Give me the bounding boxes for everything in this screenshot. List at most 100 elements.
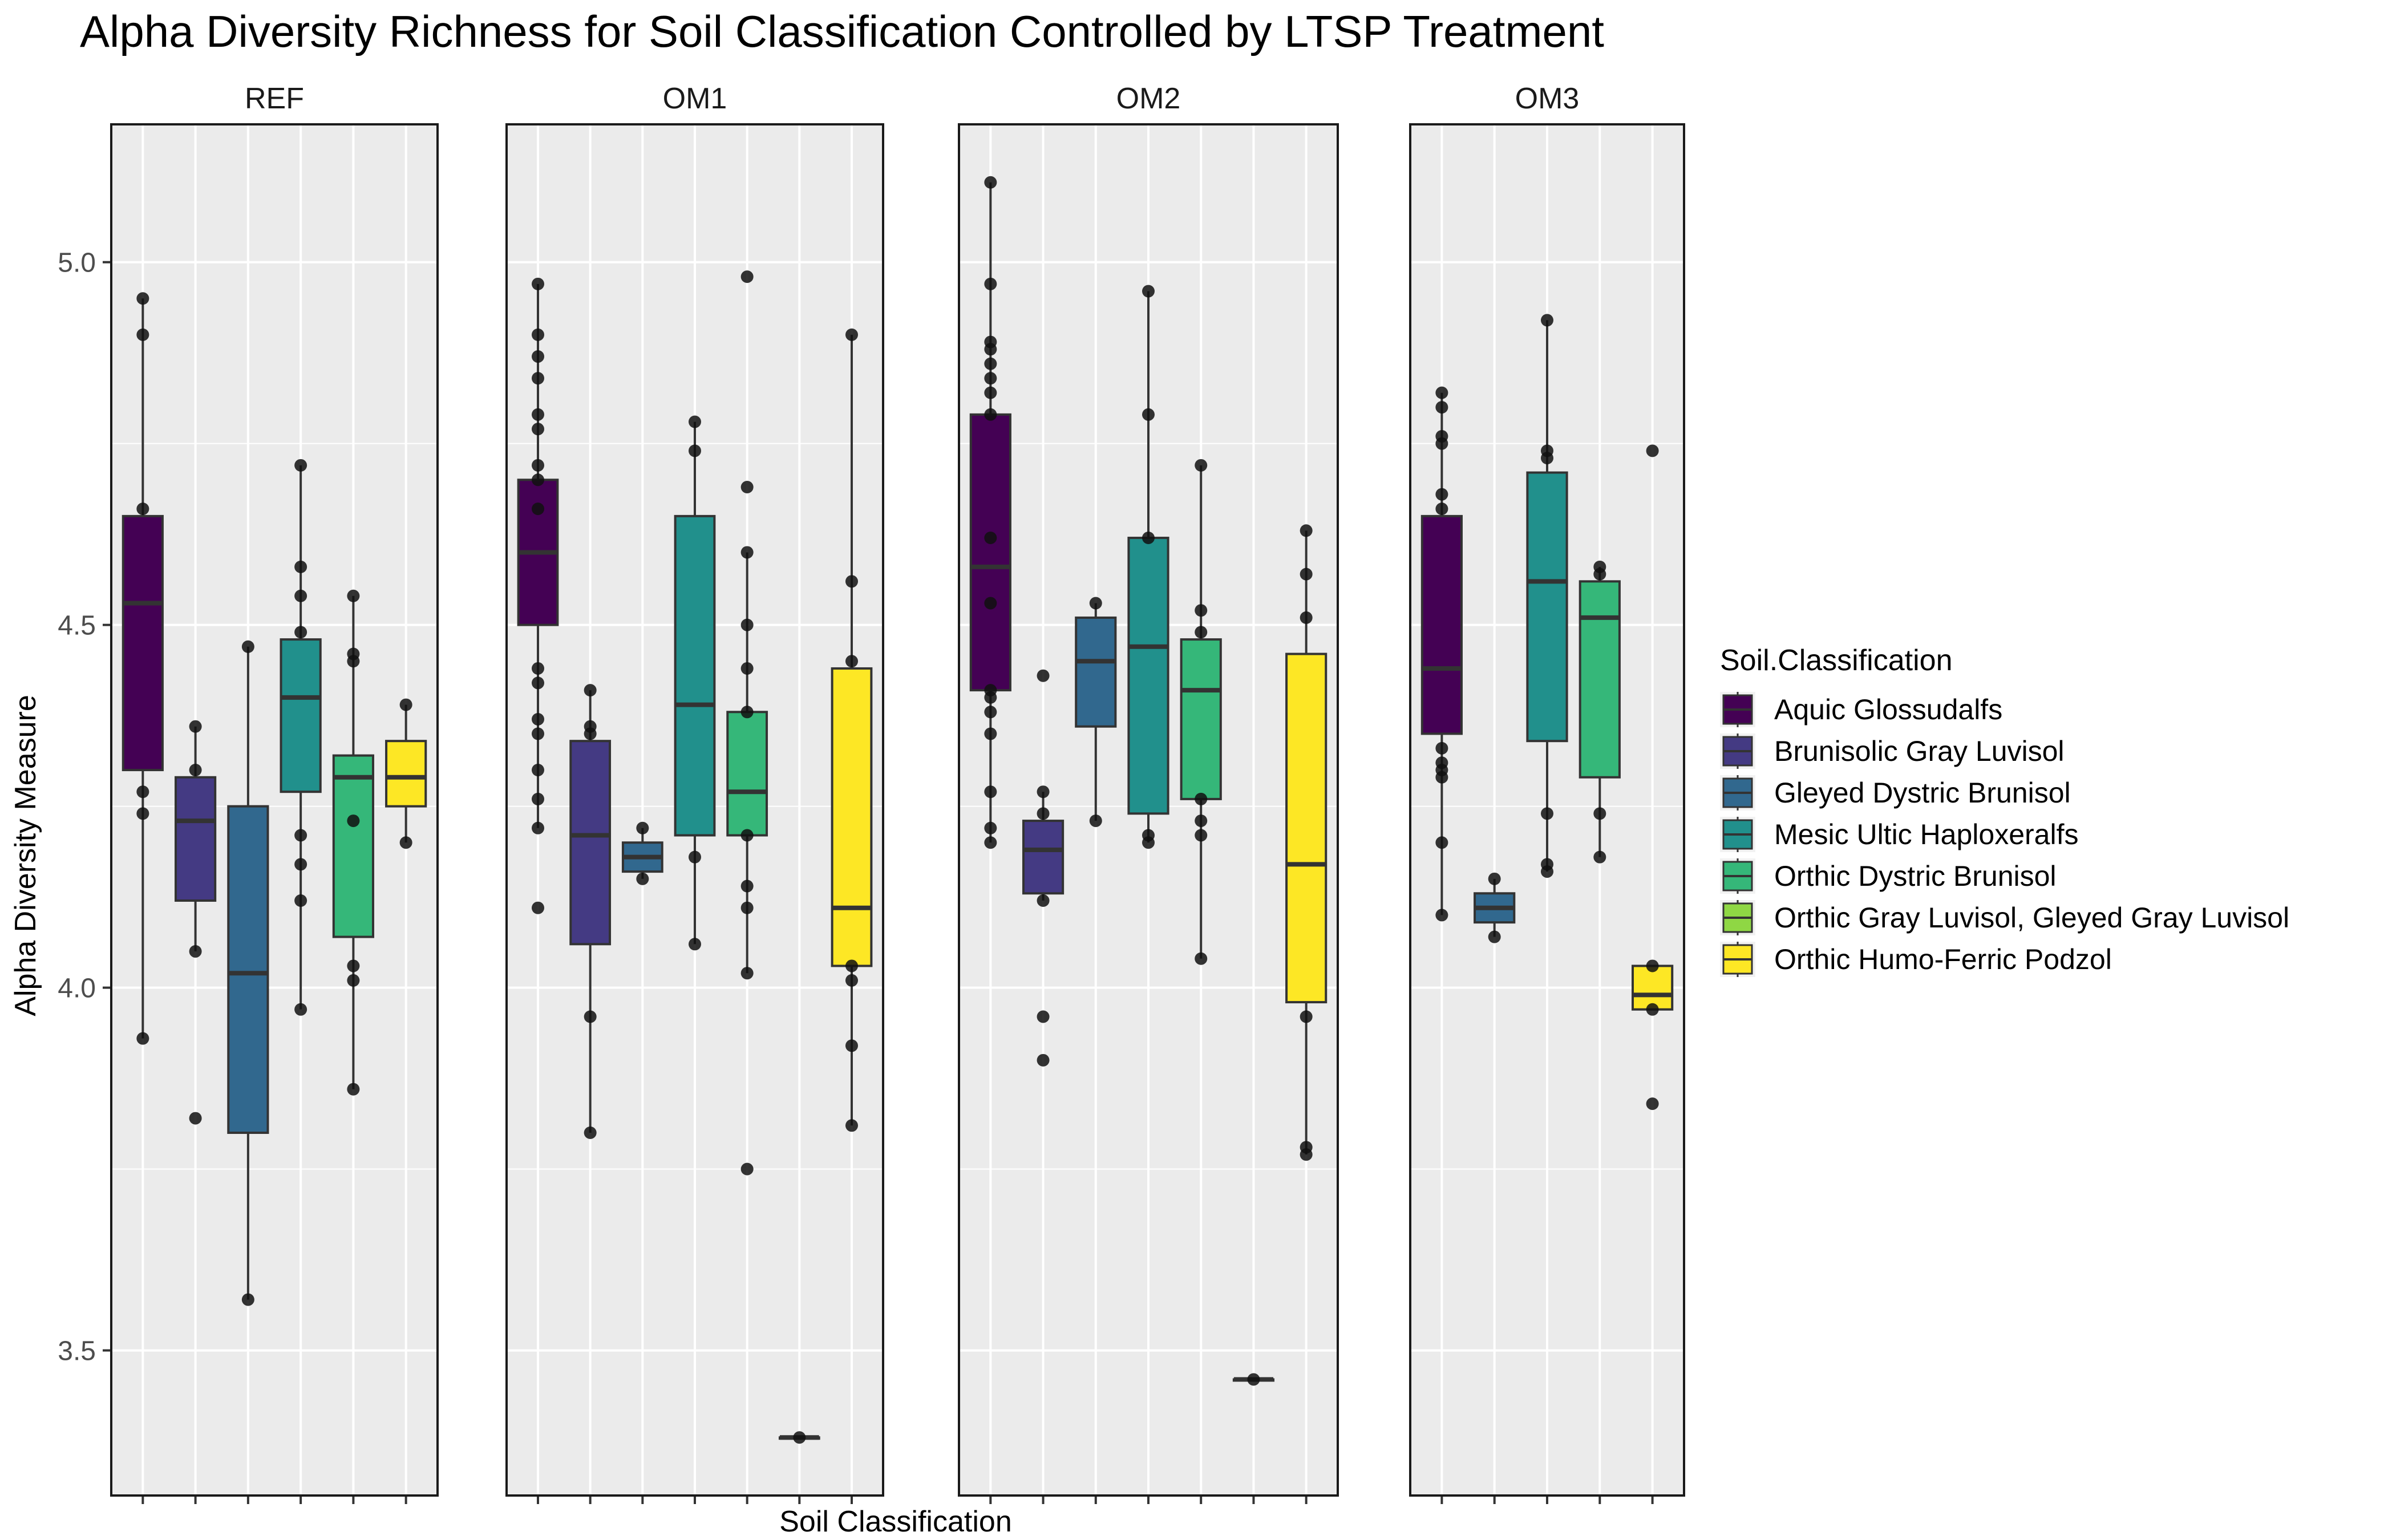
data-point [984, 343, 997, 356]
box-om2-2 [1022, 669, 1065, 1067]
box-body [1180, 638, 1222, 800]
data-point [1037, 807, 1050, 820]
data-point [189, 764, 202, 777]
data-point [532, 277, 544, 290]
facet-label: OM1 [663, 82, 727, 115]
data-point [984, 408, 997, 421]
box-body [175, 776, 217, 902]
data-point [740, 1162, 754, 1176]
legend-label: Brunisolic Gray Luvisol [1774, 735, 2065, 767]
data-point [1089, 597, 1102, 610]
facet-om1: OM1 [505, 82, 884, 1504]
data-point [294, 1003, 307, 1016]
data-point [984, 386, 997, 399]
data-point [1195, 604, 1208, 617]
data-point [1435, 771, 1448, 784]
data-point [1541, 807, 1553, 820]
data-point [189, 945, 202, 958]
data-point [636, 821, 649, 834]
data-point [532, 821, 544, 834]
data-point [984, 691, 997, 704]
data-point [1435, 437, 1448, 450]
data-point [845, 959, 858, 972]
data-point [532, 901, 544, 914]
box-om1-1 [517, 277, 559, 914]
data-point [1646, 444, 1659, 457]
data-point [1037, 785, 1050, 799]
data-point [1300, 611, 1313, 624]
data-point [845, 328, 858, 341]
box-ref-3 [227, 640, 269, 1306]
data-point [1593, 807, 1606, 820]
data-point [584, 727, 597, 740]
box-body [969, 413, 1011, 692]
data-point [1646, 959, 1659, 972]
data-point [689, 415, 701, 428]
data-point [532, 408, 544, 421]
data-point [532, 792, 544, 805]
data-point [984, 372, 997, 385]
box-body [1285, 653, 1327, 1004]
data-point [1435, 488, 1448, 501]
y-axis-title: Alpha Diversity Measure [9, 695, 42, 1016]
box-body [122, 514, 164, 772]
data-point [1195, 952, 1208, 965]
chart-title: Alpha Diversity Richness for Soil Classi… [80, 6, 1604, 56]
panel-background [111, 124, 438, 1496]
box-ref-1 [122, 292, 164, 1045]
data-point [189, 1112, 202, 1125]
box-om1-2 [569, 684, 612, 1140]
data-point [1435, 836, 1448, 849]
data-point [636, 872, 649, 885]
facet-om2: OM2 [958, 82, 1339, 1504]
data-point [1195, 792, 1208, 805]
box-body [831, 667, 873, 967]
y-tick-label: 5.0 [58, 248, 96, 278]
box-om3-1 [1420, 386, 1463, 922]
box-om3-5 [1632, 444, 1674, 1111]
data-point [1435, 401, 1448, 414]
data-point [1646, 1097, 1659, 1111]
data-point [532, 372, 544, 385]
box-om2-3 [1075, 597, 1117, 828]
data-point [1435, 386, 1448, 399]
data-point [294, 894, 307, 907]
box-om2-1 [969, 176, 1011, 849]
data-point [845, 1119, 858, 1132]
data-point [532, 662, 544, 675]
data-point [740, 480, 754, 493]
data-point [740, 662, 754, 675]
box-body [280, 638, 322, 793]
data-point [136, 1032, 149, 1045]
data-point [1037, 894, 1050, 907]
box-body [1579, 580, 1621, 779]
box-body [1632, 964, 1674, 1011]
data-point [584, 1126, 597, 1140]
data-point [347, 1083, 360, 1096]
legend-label: Orthic Gray Luvisol, Gleyed Gray Luvisol [1774, 902, 2289, 934]
box-ref-2 [175, 720, 217, 1125]
y-tick-label: 3.5 [58, 1336, 96, 1367]
data-point [532, 764, 544, 777]
data-point [1300, 1148, 1313, 1161]
data-point [1488, 930, 1501, 943]
data-point [347, 974, 360, 987]
data-point [984, 821, 997, 834]
box-body [569, 740, 612, 946]
y-tick-label: 4.5 [58, 611, 96, 641]
data-point [294, 589, 307, 602]
data-point [1037, 1053, 1050, 1067]
data-point [1541, 865, 1553, 878]
data-point [294, 829, 307, 842]
data-point [399, 698, 412, 711]
box-body [332, 754, 374, 938]
data-point [740, 546, 754, 559]
data-point [984, 277, 997, 290]
data-point [294, 560, 307, 573]
data-point [136, 328, 149, 341]
box-body [1127, 537, 1169, 815]
box-om3-2 [1474, 872, 1516, 943]
data-point [1593, 568, 1606, 581]
facet-ref: REF [110, 82, 439, 1504]
